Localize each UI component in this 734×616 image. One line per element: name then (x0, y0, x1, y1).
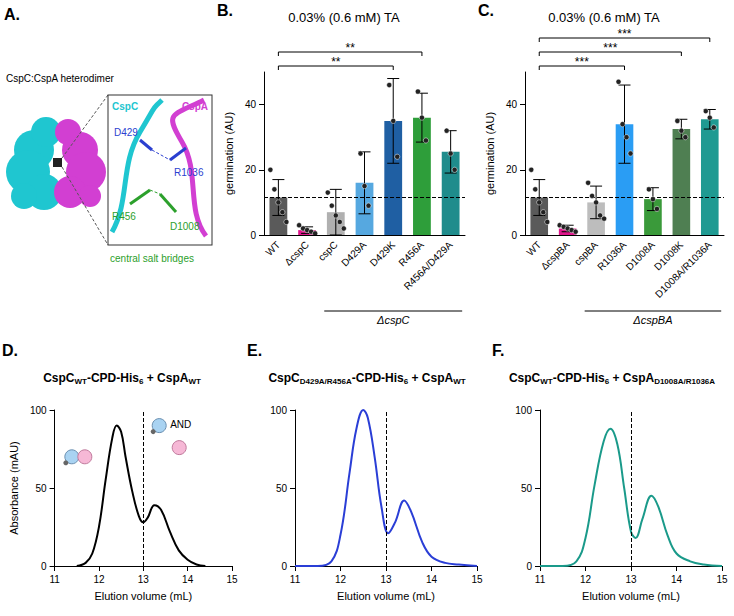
svg-text:-CPD-His: -CPD-His (553, 371, 605, 385)
svg-text:CspA: CspA (182, 101, 208, 112)
svg-text:20: 20 (245, 164, 257, 175)
svg-text:40: 40 (245, 99, 257, 110)
svg-text:***: *** (618, 27, 632, 41)
svg-text:14: 14 (426, 574, 438, 585)
svg-text:CspC: CspC (509, 371, 541, 385)
svg-text:WT: WT (74, 377, 87, 386)
svg-text:WT: WT (453, 377, 466, 386)
svg-text:CspC: CspC (268, 371, 300, 385)
svg-text:B.: B. (217, 2, 233, 19)
svg-text:D.: D. (2, 342, 18, 359)
svg-text:12: 12 (335, 574, 347, 585)
svg-text:12: 12 (580, 574, 592, 585)
svg-text:A.: A. (4, 6, 20, 23)
svg-text:ΔcspBA: ΔcspBA (539, 239, 572, 272)
svg-text:WT: WT (264, 239, 283, 258)
svg-text:13: 13 (625, 574, 637, 585)
svg-text:6: 6 (403, 376, 409, 386)
svg-text:central salt bridges: central salt bridges (110, 253, 194, 264)
svg-text:CspC: CspC (112, 101, 138, 112)
svg-text:R1036A: R1036A (595, 239, 629, 273)
svg-text:WT: WT (540, 377, 553, 386)
svg-text:14: 14 (182, 574, 194, 585)
svg-text:15: 15 (226, 574, 238, 585)
svg-text:100: 100 (30, 405, 47, 416)
svg-text:+ CspA: + CspA (609, 371, 654, 385)
svg-text:R456: R456 (112, 211, 136, 222)
svg-text:D1008A/R1036A: D1008A/R1036A (653, 239, 714, 300)
svg-text:0: 0 (526, 561, 532, 572)
svg-text:20: 20 (506, 164, 518, 175)
svg-text:ΔcspBA: ΔcspBA (632, 314, 672, 326)
svg-text:R1036: R1036 (174, 167, 204, 178)
svg-text:11: 11 (290, 574, 301, 585)
svg-text:ΔcspC: ΔcspC (282, 239, 311, 268)
svg-text:15: 15 (716, 574, 728, 585)
svg-text:-CPD-His: -CPD-His (352, 371, 404, 385)
svg-text:D429K: D429K (368, 239, 398, 269)
svg-text:D429A/R456A: D429A/R456A (300, 377, 352, 386)
svg-text:D1008A: D1008A (624, 239, 658, 273)
svg-text:13: 13 (380, 574, 392, 585)
svg-text:11: 11 (535, 574, 546, 585)
svg-text:D1008A/R1036A: D1008A/R1036A (654, 377, 715, 386)
svg-text:germination (AU): germination (AU) (223, 112, 235, 195)
svg-text:50: 50 (521, 483, 533, 494)
svg-text:50: 50 (276, 483, 288, 494)
svg-text:Elution volume (mL): Elution volume (mL) (94, 590, 192, 602)
svg-text:germination (AU): germination (AU) (484, 112, 496, 195)
svg-text:13: 13 (138, 574, 150, 585)
svg-text:**: ** (345, 41, 355, 55)
svg-text:14: 14 (671, 574, 683, 585)
svg-text:WT: WT (188, 377, 201, 386)
svg-text:+ CspA: + CspA (408, 371, 453, 385)
svg-text:R456A/D429A: R456A/D429A (402, 239, 455, 292)
svg-text:**: ** (331, 55, 341, 69)
svg-text:D1008K: D1008K (652, 239, 686, 273)
svg-text:0: 0 (511, 230, 517, 241)
svg-text:40: 40 (506, 99, 518, 110)
svg-text:-CPD-His: -CPD-His (87, 371, 139, 385)
svg-text:0.03% (0.6 mM) TA: 0.03% (0.6 mM) TA (288, 10, 400, 25)
svg-text:C.: C. (478, 2, 494, 19)
svg-text:Elution volume (mL): Elution volume (mL) (337, 590, 435, 602)
svg-text:***: *** (603, 41, 617, 55)
svg-text:15: 15 (471, 574, 483, 585)
svg-text:Absorbance (mAU): Absorbance (mAU) (8, 441, 20, 535)
svg-text:CspC: CspC (43, 371, 75, 385)
svg-text:6: 6 (138, 376, 144, 386)
svg-text:50: 50 (35, 483, 47, 494)
svg-text:100: 100 (270, 405, 287, 416)
svg-text:E.: E. (247, 342, 262, 359)
svg-text:+ CspA: + CspA (143, 371, 188, 385)
svg-text:12: 12 (93, 574, 105, 585)
svg-text:D429A: D429A (339, 239, 369, 269)
svg-text:AND: AND (170, 419, 191, 430)
svg-text:0: 0 (281, 561, 287, 572)
svg-text:D429: D429 (114, 127, 138, 138)
svg-text:Elution volume (mL): Elution volume (mL) (582, 590, 680, 602)
svg-text:ΔcspC: ΔcspC (376, 314, 409, 326)
svg-text:cspC: cspC (316, 239, 340, 263)
svg-text:***: *** (575, 55, 589, 69)
svg-text:6: 6 (604, 376, 610, 386)
svg-text:0: 0 (250, 230, 256, 241)
svg-text:F.: F. (492, 342, 504, 359)
svg-text:cspBA: cspBA (571, 239, 600, 268)
svg-text:0: 0 (41, 561, 47, 572)
svg-text:100: 100 (515, 405, 532, 416)
svg-text:11: 11 (49, 574, 60, 585)
svg-text:WT: WT (524, 239, 543, 258)
svg-text:CspC:CspA heterodimer: CspC:CspA heterodimer (6, 73, 114, 84)
svg-text:0.03% (0.6 mM) TA: 0.03% (0.6 mM) TA (548, 10, 660, 25)
svg-text:D1008: D1008 (170, 221, 200, 232)
